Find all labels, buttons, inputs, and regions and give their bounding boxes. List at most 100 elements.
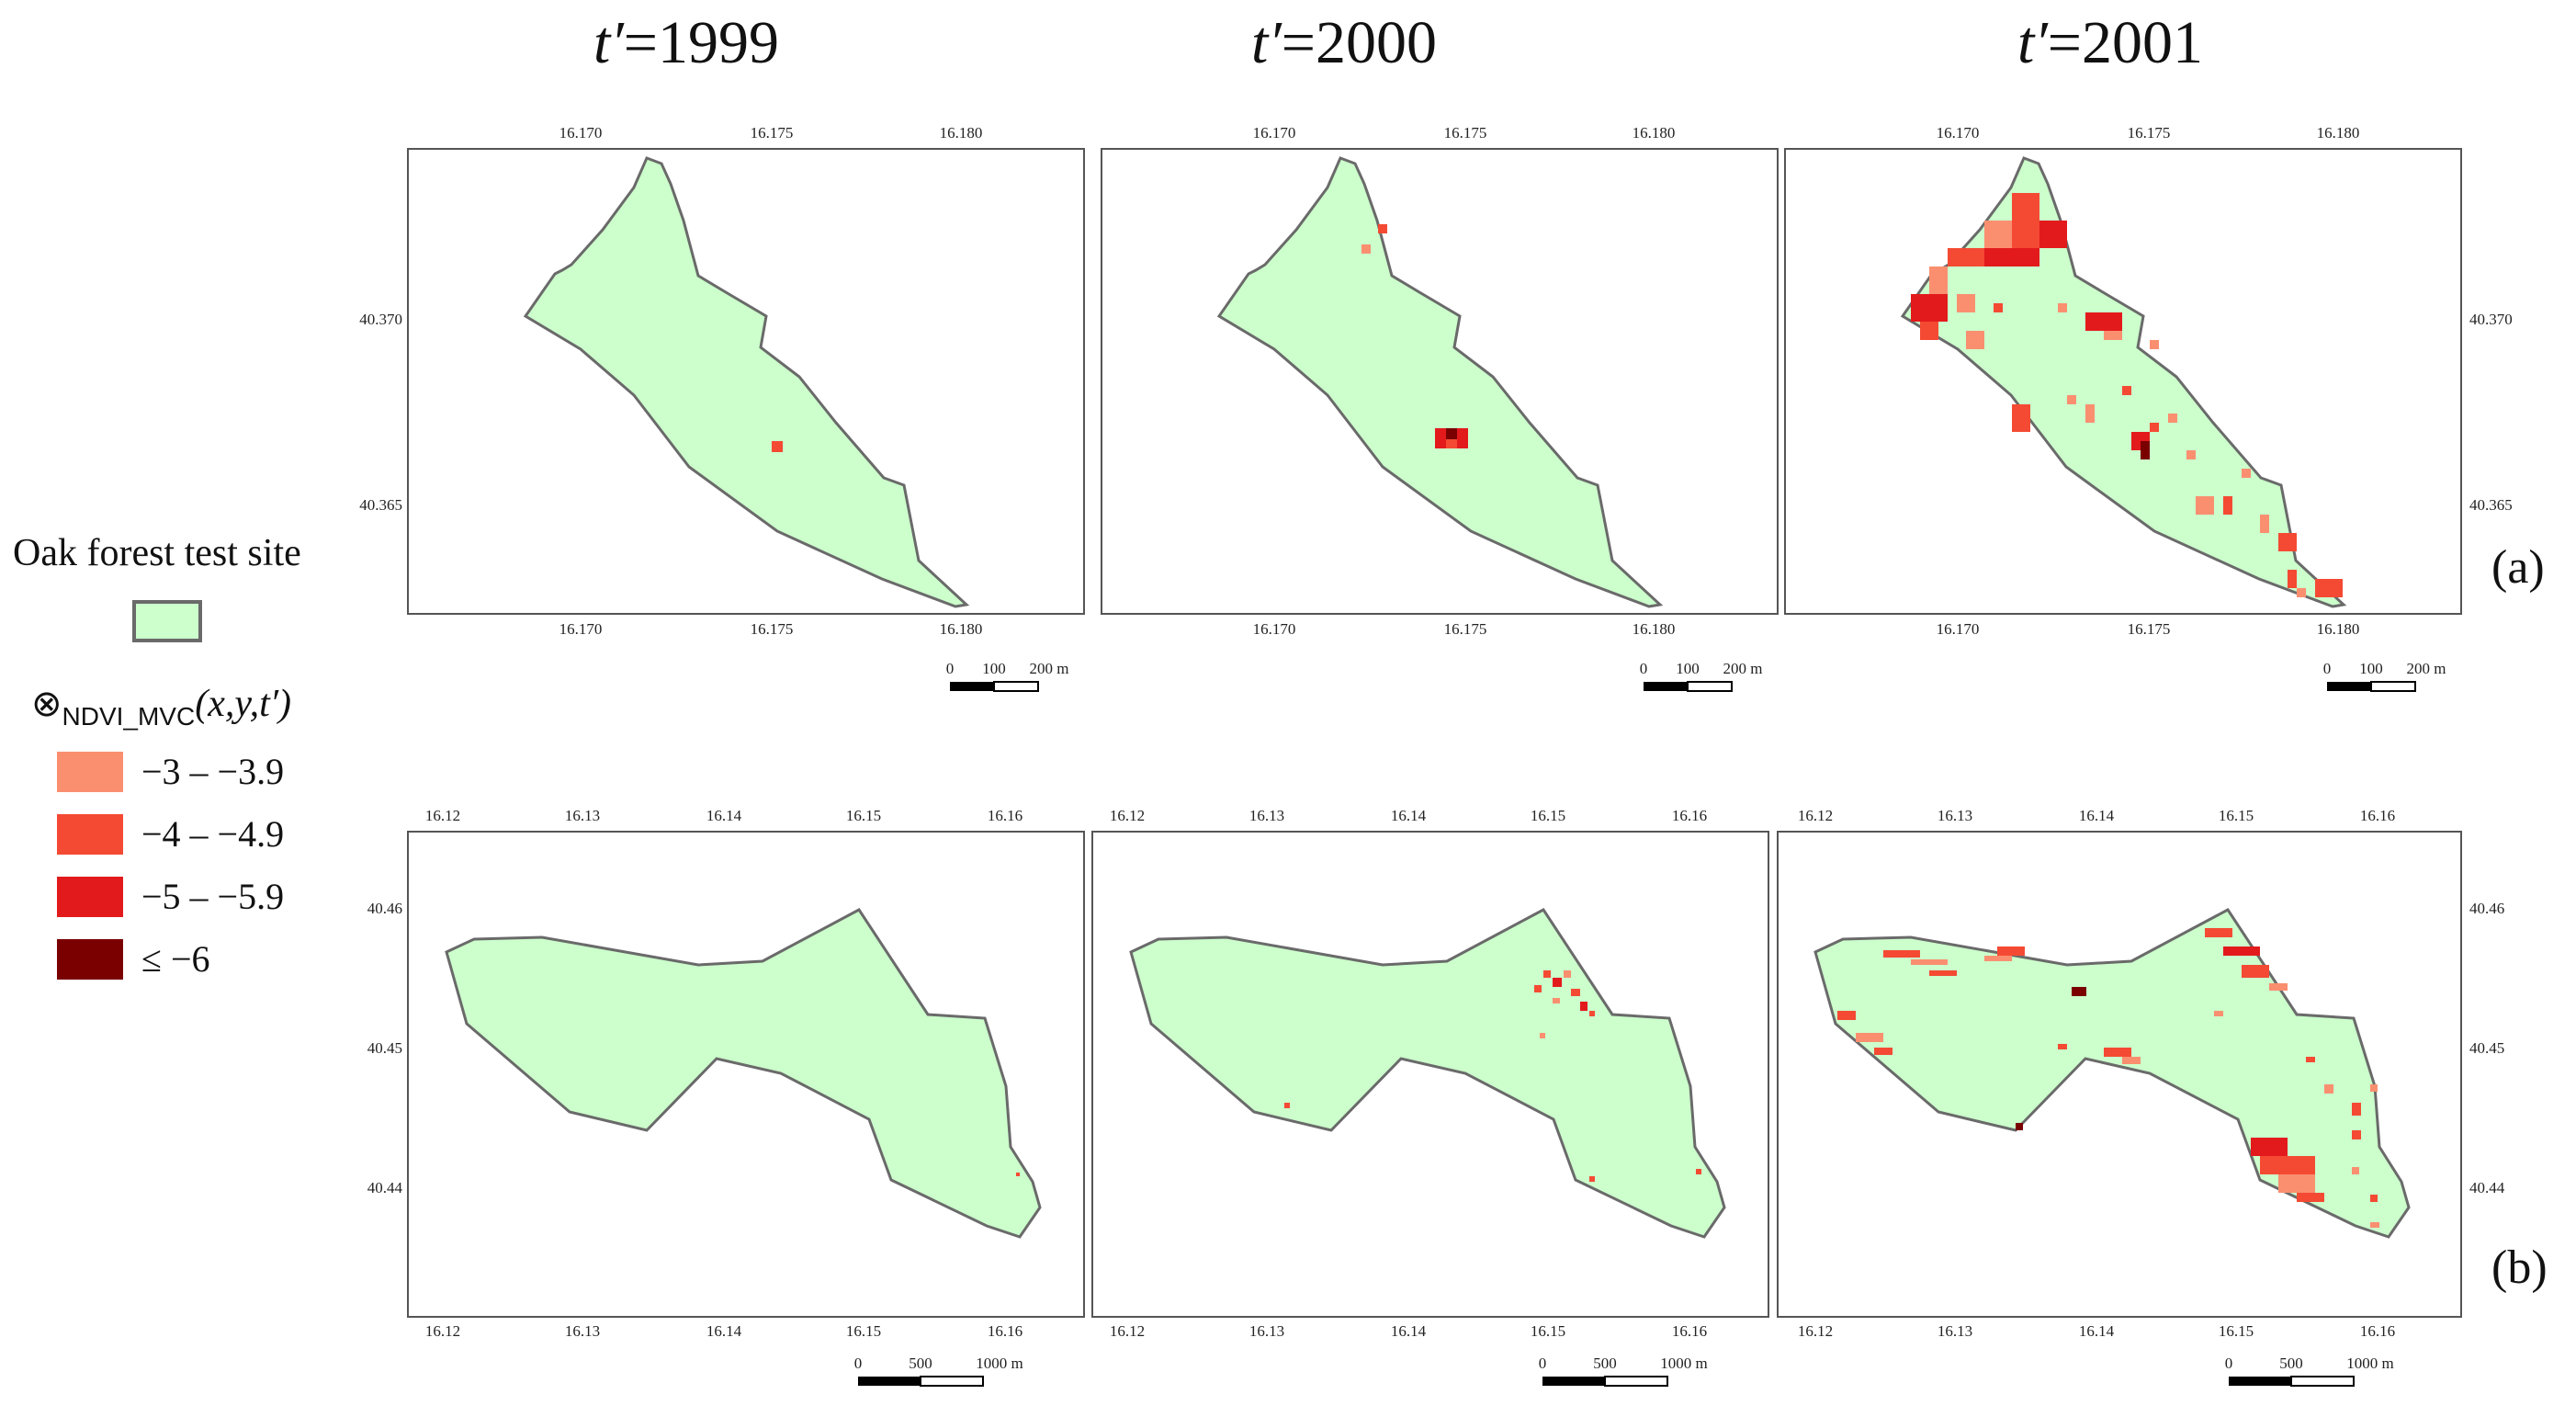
tick-b3-lat-2: 40.45 xyxy=(2469,1039,2504,1057)
tick-b1-lon-bot-4: 16.15 xyxy=(846,1322,881,1340)
tick-b2-lon-top-5: 16.16 xyxy=(1672,807,1707,824)
panel-label-a: (a) xyxy=(2491,541,2545,594)
scale-a2-end: 200 m xyxy=(1723,660,1763,677)
scale-bar-a-2000: 0 100 200 m xyxy=(1640,660,1763,692)
tick-b1-lon-bot-1: 16.12 xyxy=(425,1322,460,1340)
tick-b3-lon-bot-5: 16.16 xyxy=(2360,1322,2395,1340)
legend-class-2-swatch xyxy=(57,814,123,855)
tick-b1-lat-1: 40.46 xyxy=(367,900,402,917)
anomaly-pixels-b-2000 xyxy=(1284,970,1701,1182)
tick-a1-lon-top-3: 16.180 xyxy=(940,124,983,142)
scale-bar-b-1999: 0 500 1000 m xyxy=(854,1355,1023,1387)
scale-b1-zero: 0 xyxy=(854,1355,863,1372)
anomaly-pixels-a-2001 xyxy=(1911,193,2343,597)
tick-b2-lon-bot-5: 16.16 xyxy=(1672,1322,1707,1340)
tick-a2-lon-top-1: 16.170 xyxy=(1253,124,1296,142)
tick-a1-lat-1: 40.370 xyxy=(359,311,402,328)
map-b-1999-frame xyxy=(407,831,1085,1318)
tick-b3-lat-1: 40.46 xyxy=(2469,900,2504,917)
title-2000: t′=2000 xyxy=(1251,9,1438,76)
axis-ticks-b: 16.12 16.13 16.14 16.15 16.16 16.12 16.1… xyxy=(367,807,2505,1340)
tick-b3-lon-bot-3: 16.14 xyxy=(2079,1322,2115,1340)
tick-b2-lon-bot-3: 16.14 xyxy=(1391,1322,1427,1340)
legend-class-3-label: −5 – −5.9 xyxy=(141,876,285,917)
anomaly-pixels-a-2000 xyxy=(1361,224,1468,448)
tick-b3-lon-top-5: 16.16 xyxy=(2360,807,2395,824)
scale-a1-mid: 100 xyxy=(982,660,1006,677)
scale-bar-b-2001: 0 500 1000 m xyxy=(2225,1355,2394,1387)
map-a-2000-frame xyxy=(1101,148,1779,615)
tick-a3-lon-bot-3: 16.180 xyxy=(2317,620,2360,638)
tick-b1-lon-top-4: 16.15 xyxy=(846,807,881,824)
tick-b1-lon-top-3: 16.14 xyxy=(706,807,742,824)
tick-a3-lat-2: 40.365 xyxy=(2469,496,2513,514)
legend-variable-label: ⊗NDVI_MVC(x,y,t′) xyxy=(31,683,292,731)
scale-a1-zero: 0 xyxy=(946,660,955,677)
title-1999: t′=1999 xyxy=(593,9,780,76)
scale-b2-zero: 0 xyxy=(1539,1355,1547,1372)
map-b-2001-frame xyxy=(1777,831,2462,1318)
site-polygon-b-1999 xyxy=(445,908,1042,1239)
tick-a3-lon-bot-1: 16.170 xyxy=(1937,620,1980,638)
scale-a2-mid: 100 xyxy=(1676,660,1700,677)
site-polygon-a-2000 xyxy=(1216,156,1664,608)
tick-a1-lon-bot-3: 16.180 xyxy=(940,620,983,638)
legend-class-1-label: −3 – −3.9 xyxy=(141,751,285,792)
axis-ticks-a: 16.170 16.175 16.180 16.170 16.175 16.18… xyxy=(359,124,2513,638)
map-b-2000-frame xyxy=(1091,831,1769,1318)
title-2001: t′=2001 xyxy=(2017,9,2204,76)
scale-b2-mid: 500 xyxy=(1593,1355,1617,1372)
tick-b2-lon-bot-4: 16.15 xyxy=(1531,1322,1565,1340)
scale-b2-end: 1000 m xyxy=(1660,1355,1707,1372)
tick-b3-lon-top-2: 16.13 xyxy=(1938,807,1972,824)
scale-b3-mid: 500 xyxy=(2279,1355,2303,1372)
tick-b3-lon-bot-1: 16.12 xyxy=(1798,1322,1833,1340)
site-polygon-b-2000 xyxy=(1129,908,1726,1239)
map-a-1999-frame xyxy=(407,148,1085,615)
legend-class-3-swatch xyxy=(57,877,123,917)
tick-b3-lon-top-3: 16.14 xyxy=(2079,807,2115,824)
site-polygon-a-2001 xyxy=(1900,156,2347,608)
scale-b3-end: 1000 m xyxy=(2346,1355,2393,1372)
tick-a3-lon-top-2: 16.175 xyxy=(2128,124,2171,142)
tick-b1-lon-top-5: 16.16 xyxy=(988,807,1022,824)
scale-b1-mid: 500 xyxy=(909,1355,932,1372)
anomaly-pixels-a-1999 xyxy=(772,441,783,452)
tick-a1-lon-top-1: 16.170 xyxy=(559,124,603,142)
tick-b1-lon-bot-2: 16.13 xyxy=(565,1322,600,1340)
scale-bar-b-2000: 0 500 1000 m xyxy=(1539,1355,1708,1387)
tick-b3-lat-3: 40.44 xyxy=(2469,1179,2505,1196)
tick-a2-lon-bot-1: 16.170 xyxy=(1253,620,1296,638)
tick-b1-lon-bot-3: 16.14 xyxy=(706,1322,742,1340)
tick-b1-lon-top-2: 16.13 xyxy=(565,807,600,824)
tick-b2-lon-top-2: 16.13 xyxy=(1249,807,1284,824)
tick-a2-lon-top-3: 16.180 xyxy=(1633,124,1676,142)
map-a-2001-frame xyxy=(1784,148,2462,615)
tick-a3-lon-top-1: 16.170 xyxy=(1937,124,1980,142)
tick-b2-lon-bot-2: 16.13 xyxy=(1249,1322,1284,1340)
legend-class-1-swatch xyxy=(57,752,123,792)
legend-class-4-swatch xyxy=(57,939,123,980)
site-polygon-a-1999 xyxy=(523,156,970,608)
tick-a2-lon-bot-3: 16.180 xyxy=(1633,620,1676,638)
tick-a3-lon-bot-2: 16.175 xyxy=(2128,620,2171,638)
tick-a1-lon-top-2: 16.175 xyxy=(751,124,794,142)
scale-a2-zero: 0 xyxy=(1640,660,1648,677)
tick-b2-lon-top-4: 16.15 xyxy=(1531,807,1565,824)
anomaly-pixels-b-2001 xyxy=(1837,928,2379,1228)
tick-a1-lon-bot-1: 16.170 xyxy=(559,620,603,638)
scale-a3-zero: 0 xyxy=(2323,660,2332,677)
tick-b1-lon-bot-5: 16.16 xyxy=(988,1322,1022,1340)
tick-a2-lon-bot-2: 16.175 xyxy=(1444,620,1487,638)
tick-b1-lat-2: 40.45 xyxy=(367,1039,402,1057)
tick-b3-lon-top-1: 16.12 xyxy=(1798,807,1833,824)
scale-a3-mid: 100 xyxy=(2359,660,2383,677)
tick-b2-lon-top-3: 16.14 xyxy=(1391,807,1427,824)
tick-b2-lon-top-1: 16.12 xyxy=(1110,807,1145,824)
scale-b3-zero: 0 xyxy=(2225,1355,2233,1372)
scale-a3-end: 200 m xyxy=(2407,660,2446,677)
tick-b1-lat-3: 40.44 xyxy=(367,1179,403,1196)
tick-b2-lon-bot-1: 16.12 xyxy=(1110,1322,1145,1340)
tick-a1-lon-bot-2: 16.175 xyxy=(751,620,794,638)
